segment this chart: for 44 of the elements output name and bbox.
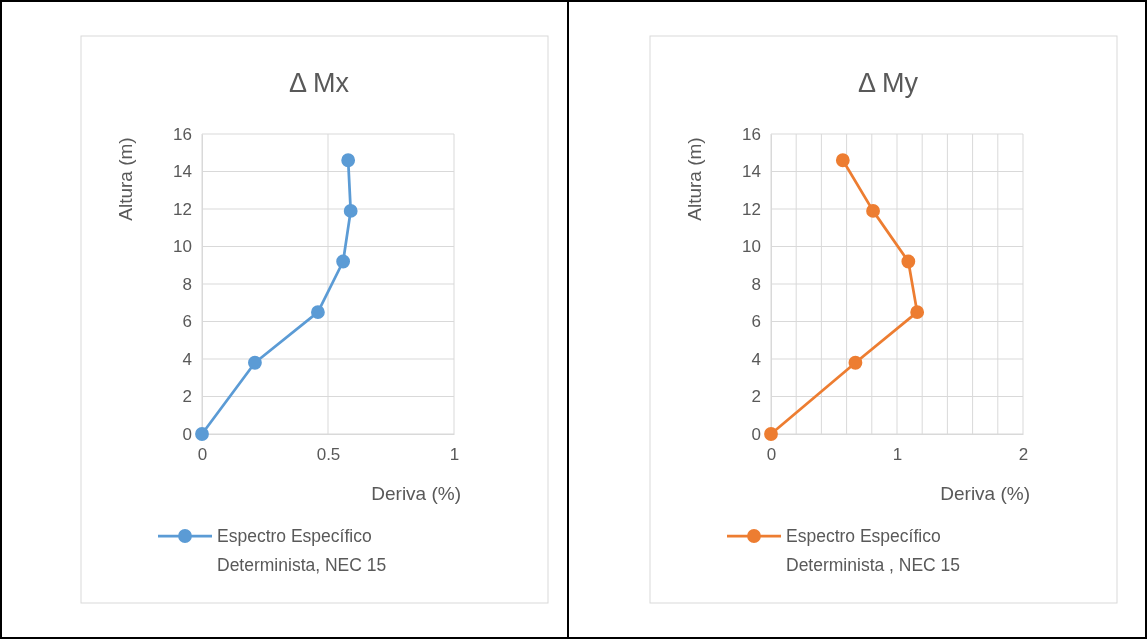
point [835, 153, 850, 168]
point [764, 427, 778, 441]
y-tick-label: 8 [751, 274, 761, 294]
point [910, 305, 925, 320]
point [848, 355, 863, 370]
y-tick-label: 2 [182, 387, 192, 407]
point [341, 153, 356, 168]
chart-title: Δ My [857, 68, 919, 98]
point [195, 427, 209, 441]
point [901, 254, 916, 269]
y-tick-label: 14 [742, 162, 761, 182]
x-tick-label: 1 [892, 445, 903, 465]
legend-label: Espectro Específico Determinista, NEC 15 [217, 526, 387, 575]
x-tick-label: 0 [197, 445, 208, 465]
y-tick-label: 10 [742, 237, 761, 257]
point [248, 355, 262, 370]
y-axis-title: Altura (m) [684, 137, 705, 221]
y-tick-label: 4 [182, 349, 192, 369]
y-axis-title: Altura (m) [115, 137, 136, 221]
y-tick-label: 10 [173, 237, 192, 257]
y-tick-label: 4 [751, 349, 761, 369]
y-tick-label: 0 [751, 424, 761, 444]
y-tick-label: 12 [173, 199, 192, 219]
y-tick-label: 2 [751, 387, 761, 407]
x-tick-label: 1 [449, 445, 460, 465]
x-tick-label: 0.5 [316, 445, 341, 465]
y-tick-label: 14 [173, 162, 192, 182]
point [336, 254, 351, 269]
y-tick-label: 0 [182, 424, 192, 444]
x-axis-title: Deriva (%) [371, 483, 461, 504]
chart-title: Δ Mx [288, 68, 350, 98]
y-tick-label: 6 [751, 312, 761, 332]
x-axis-title: Deriva (%) [940, 483, 1030, 504]
point [343, 203, 358, 218]
point [311, 305, 325, 320]
y-tick-label: 16 [173, 124, 192, 144]
y-tick-label: 8 [182, 274, 192, 294]
y-tick-label: 6 [182, 312, 192, 332]
y-tick-label: 12 [742, 199, 761, 219]
y-tick-label: 16 [742, 124, 761, 144]
point [866, 203, 880, 218]
x-tick-label: 0 [766, 445, 777, 465]
x-tick-label: 2 [1018, 445, 1029, 465]
legend-label: Espectro Específico Determinista , NEC 15 [786, 526, 961, 575]
